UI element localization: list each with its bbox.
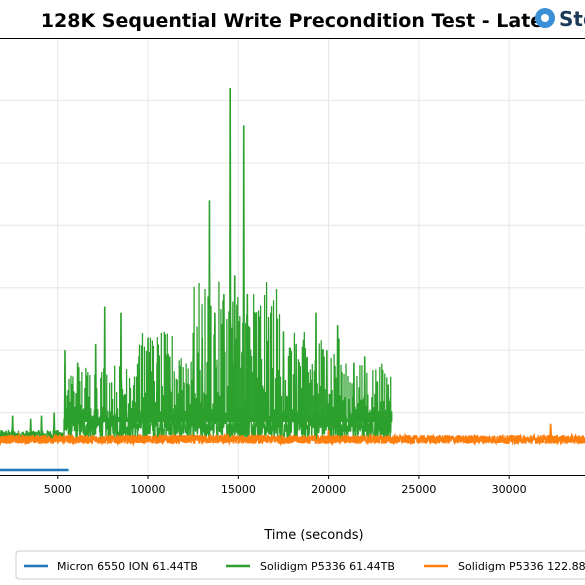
- logo-icon-inner: [541, 14, 549, 22]
- spike-solidigm-122: [549, 423, 553, 438]
- legend: Micron 6550 ION 61.44TB Solidigm P5336 6…: [15, 550, 585, 580]
- x-tick-label: 30000: [492, 483, 527, 496]
- legend-entry-micron: Micron 6550 ION 61.44TB: [24, 560, 198, 573]
- spike-solidigm-61: [52, 412, 56, 435]
- spike-solidigm-61: [325, 350, 329, 422]
- legend-entry-solidigm-122: Solidigm P5336 122.88: [424, 560, 585, 573]
- spike-solidigm-61: [29, 418, 32, 435]
- spike-solidigm-122: [327, 429, 331, 438]
- spike-solidigm-61: [146, 337, 150, 422]
- x-tick-label: 15000: [221, 483, 256, 496]
- x-axis-label: Time (seconds): [263, 528, 363, 543]
- legend-label-solidigm-61: Solidigm P5336 61.44TB: [260, 560, 395, 573]
- spike-solidigm-61: [11, 415, 14, 435]
- logo-text: Sto: [559, 7, 585, 31]
- legend-label-solidigm-122: Solidigm P5336 122.88: [458, 560, 585, 573]
- spike-solidigm-61: [40, 415, 43, 435]
- series-line-solidigm-61: [0, 407, 393, 443]
- x-tick-label: 10000: [131, 483, 166, 496]
- spike-solidigm-61: [228, 87, 232, 422]
- legend-frame: [15, 550, 585, 580]
- legend-label-micron: Micron 6550 ION 61.44TB: [57, 560, 198, 573]
- x-tick-label: 20000: [311, 483, 346, 496]
- plot-frame: [0, 38, 585, 475]
- series-line-solidigm-122: [0, 432, 585, 447]
- chart-title: 128K Sequential Write Precondition Test …: [41, 10, 543, 32]
- x-tick-label: 5000: [44, 483, 72, 496]
- x-axis: 5000 10000 15000 20000 25000 30000: [44, 475, 527, 496]
- spike-solidigm-61: [242, 125, 246, 422]
- series-layer: [0, 87, 585, 472]
- storagereview-logo: Sto: [535, 7, 585, 31]
- legend-entry-solidigm-61: Solidigm P5336 61.44TB: [226, 560, 395, 573]
- x-tick-label: 25000: [401, 483, 436, 496]
- plot-area: 5000 10000 15000 20000 25000 30000: [0, 38, 585, 496]
